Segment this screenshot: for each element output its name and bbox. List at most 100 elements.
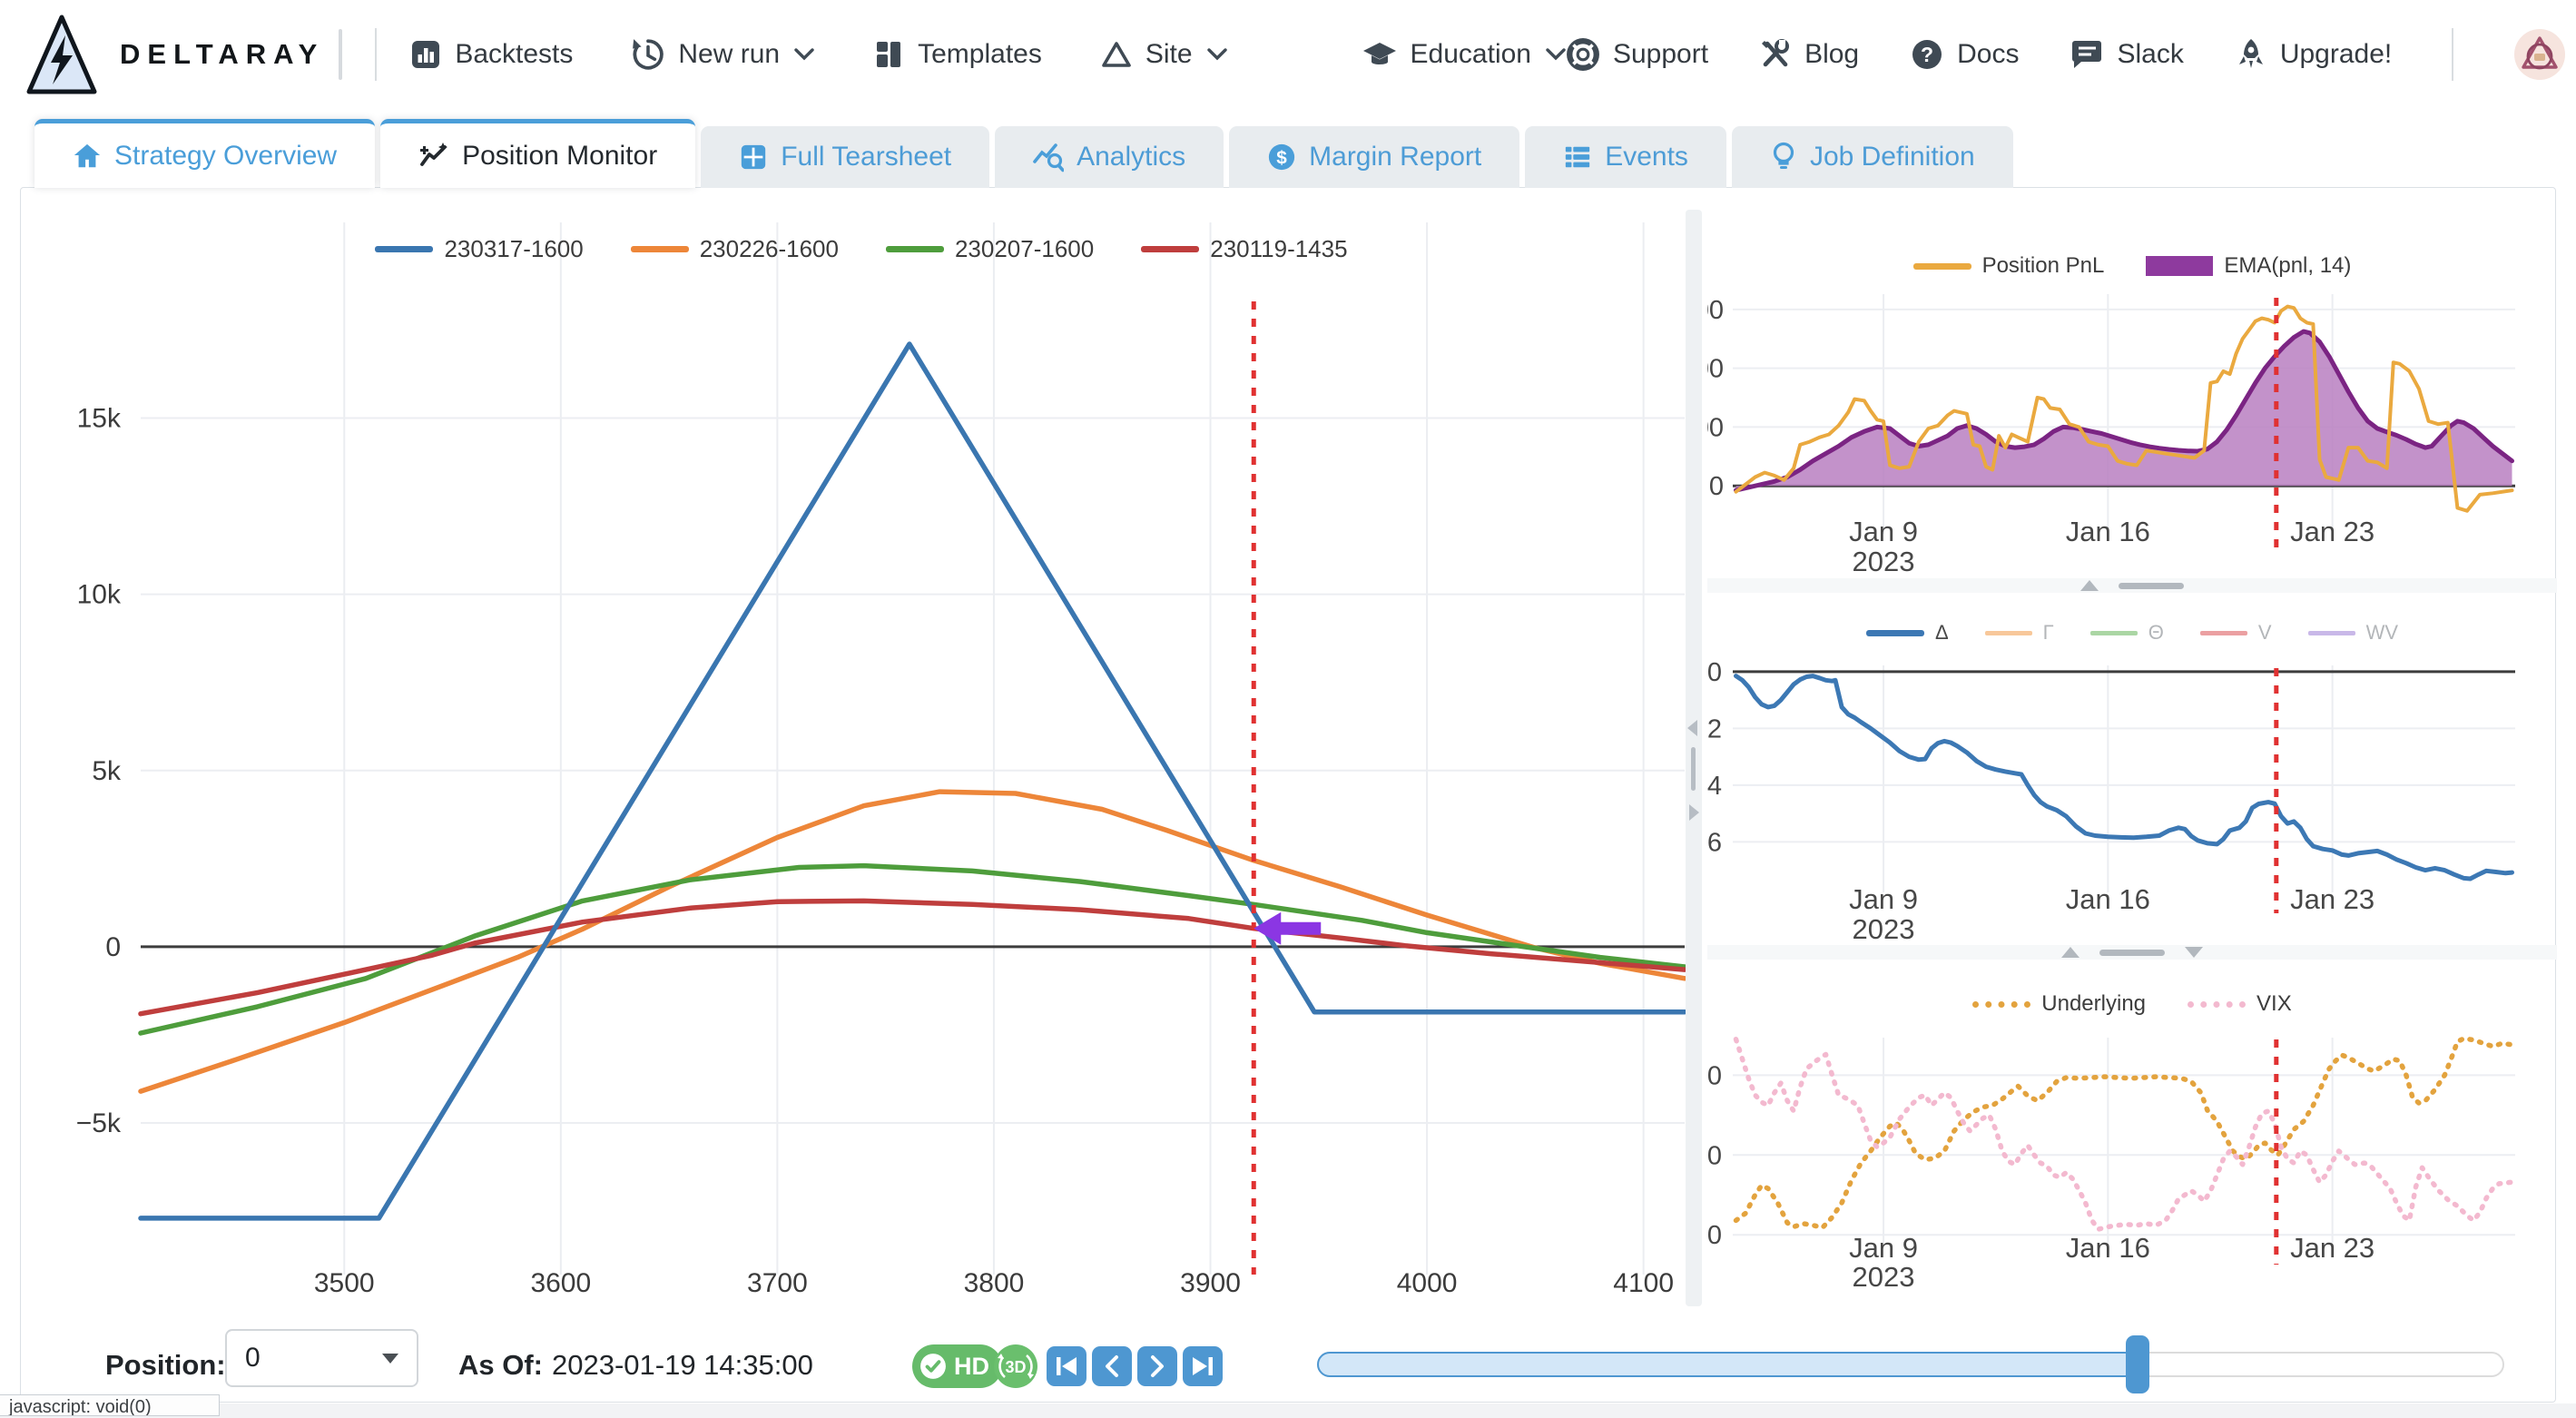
tab-label: Full Tearsheet bbox=[781, 142, 951, 172]
skip-to-start-button[interactable] bbox=[1047, 1346, 1086, 1386]
legend-label: WV bbox=[2366, 621, 2398, 645]
nav-new-run[interactable]: New run bbox=[631, 37, 814, 72]
position-label: Position: bbox=[105, 1349, 226, 1382]
legend-item[interactable]: VIX bbox=[2188, 991, 2292, 1017]
legend-item[interactable]: WV bbox=[2308, 621, 2398, 645]
underlying-vix-chart[interactable]: 400039003800Jan 92023Jan 16Jan 23 bbox=[1707, 963, 2557, 1326]
legend-item[interactable]: Δ bbox=[1866, 621, 1949, 645]
legend-item[interactable]: 230207-1600 bbox=[886, 235, 1094, 263]
svg-text:400: 400 bbox=[1707, 355, 1724, 384]
nav-label: Docs bbox=[1957, 39, 2019, 70]
greeks-legend: Δ Γ Θ V WV bbox=[1707, 621, 2557, 645]
legend-item[interactable]: EMA(pnl, 14) bbox=[2146, 253, 2351, 279]
step-back-button[interactable] bbox=[1092, 1346, 1132, 1386]
horizontal-splitter-1[interactable] bbox=[1707, 578, 2557, 593]
chevron-right-icon bbox=[1149, 1354, 1165, 1378]
payoff-chart[interactable]: 15k10k5k0−5k3500360037003800390040004100 bbox=[37, 215, 1686, 1305]
payoff-legend: 230317-1600 230226-1600 230207-1600 230119-… bbox=[37, 235, 1686, 263]
pnl-chart[interactable]: 6004002000Jan 92023Jan 16Jan 23 bbox=[1707, 232, 2557, 596]
collapse-up-icon[interactable] bbox=[2061, 947, 2079, 958]
bar-chart-icon bbox=[409, 38, 442, 71]
life-ring-icon bbox=[1566, 37, 1600, 72]
legend-swatch bbox=[1972, 1001, 2030, 1008]
greeks-chart[interactable]: 0−2−4−6Jan 92023Jan 16Jan 23 bbox=[1707, 600, 2557, 959]
svg-text:3800: 3800 bbox=[1707, 1221, 1722, 1250]
step-forward-button[interactable] bbox=[1137, 1346, 1177, 1386]
nav-site[interactable]: Site bbox=[1100, 38, 1227, 71]
tab-label: Events bbox=[1605, 142, 1688, 172]
svg-text:Jan 23: Jan 23 bbox=[2290, 883, 2374, 915]
svg-text:3900: 3900 bbox=[1180, 1268, 1241, 1298]
svg-text:4000: 4000 bbox=[1707, 1061, 1722, 1090]
legend-swatch bbox=[2146, 256, 2213, 276]
tab-position-monitor[interactable]: Position Monitor bbox=[380, 119, 695, 188]
legend-label: 230119-1435 bbox=[1210, 235, 1347, 263]
nav-templates[interactable]: Templates bbox=[872, 38, 1042, 71]
tab-label: Position Monitor bbox=[462, 141, 657, 172]
legend-item[interactable]: V bbox=[2200, 621, 2272, 645]
nav-upgrade[interactable]: Upgrade! bbox=[2235, 36, 2392, 73]
list-icon bbox=[1563, 143, 1592, 172]
brand[interactable]: DELTARAY bbox=[24, 12, 324, 97]
slider-handle[interactable] bbox=[2126, 1335, 2149, 1393]
browser-status-bar: javascript: void(0) bbox=[0, 1394, 220, 1416]
page-background-strip bbox=[0, 1403, 2576, 1418]
hd-toggle-button[interactable]: HD bbox=[912, 1344, 1002, 1388]
legend-label: Γ bbox=[2043, 621, 2054, 645]
legend-item[interactable]: 230226-1600 bbox=[631, 235, 839, 263]
legend-item[interactable]: Θ bbox=[2090, 621, 2164, 645]
collapse-up-icon[interactable] bbox=[2080, 580, 2099, 591]
legend-item[interactable]: Γ bbox=[1985, 621, 2054, 645]
legend-item[interactable]: Position PnL bbox=[1913, 253, 2105, 279]
splitter-handle[interactable] bbox=[2119, 583, 2184, 589]
tab-analytics[interactable]: Analytics bbox=[995, 126, 1224, 188]
live-sim-toggle[interactable]: Live Sim bbox=[339, 29, 342, 80]
divider bbox=[2452, 28, 2453, 81]
tab-full-tearsheet[interactable]: Full Tearsheet bbox=[701, 126, 989, 188]
vertical-splitter[interactable] bbox=[1686, 210, 1702, 1306]
mortarboard-icon bbox=[1362, 38, 1398, 71]
skip-to-end-button[interactable] bbox=[1183, 1346, 1223, 1386]
legend-label: 230207-1600 bbox=[955, 235, 1094, 263]
tab-strategy-overview[interactable]: Strategy Overview bbox=[34, 119, 375, 188]
legend-item[interactable]: 230317-1600 bbox=[375, 235, 583, 263]
legend-swatch bbox=[886, 246, 944, 252]
asof-value: 2023-01-19 14:35:00 bbox=[552, 1349, 813, 1381]
position-monitor-icon bbox=[418, 141, 449, 172]
question-circle-icon: ? bbox=[1910, 37, 1944, 72]
legend-label: V bbox=[2258, 621, 2272, 645]
svg-text:2023: 2023 bbox=[1853, 546, 1915, 577]
tools-icon bbox=[1759, 38, 1792, 71]
nav-education[interactable]: Education bbox=[1362, 38, 1566, 71]
nav-backtests[interactable]: Backtests bbox=[409, 38, 573, 71]
chevron-down-icon bbox=[1546, 48, 1566, 61]
nav-blog[interactable]: Blog bbox=[1759, 38, 1859, 71]
legend-label: 230226-1600 bbox=[700, 235, 839, 263]
timeline-slider[interactable] bbox=[1317, 1352, 2504, 1377]
collapse-down-icon[interactable] bbox=[2185, 947, 2203, 958]
nav-docs[interactable]: ? Docs bbox=[1910, 37, 2019, 72]
splitter-handle[interactable] bbox=[1691, 747, 1696, 791]
horizontal-splitter-2[interactable] bbox=[1707, 945, 2557, 960]
legend-item[interactable]: 230119-1435 bbox=[1141, 235, 1347, 263]
collapse-left-icon[interactable] bbox=[1687, 720, 1697, 736]
live-option[interactable]: Live bbox=[340, 31, 342, 78]
position-select[interactable]: 0 bbox=[225, 1329, 418, 1387]
nav-support[interactable]: Support bbox=[1566, 37, 1708, 72]
collapse-right-icon[interactable] bbox=[1689, 804, 1699, 821]
legend-label: Position PnL bbox=[1982, 253, 2105, 279]
tab-job-definition[interactable]: Job Definition bbox=[1732, 126, 2013, 188]
legend-swatch bbox=[2200, 631, 2247, 635]
avatar[interactable] bbox=[2513, 28, 2566, 81]
tab-margin-report[interactable]: $ Margin Report bbox=[1229, 126, 1519, 188]
svg-text:$: $ bbox=[1276, 148, 1287, 169]
3d-view-button[interactable]: 3D bbox=[994, 1344, 1037, 1388]
legend-item[interactable]: Underlying bbox=[1972, 991, 2146, 1017]
splitter-handle[interactable] bbox=[2099, 950, 2165, 956]
svg-text:Jan 9: Jan 9 bbox=[1849, 1232, 1918, 1264]
skip-end-icon bbox=[1191, 1355, 1214, 1377]
nav-slack[interactable]: Slack bbox=[2070, 37, 2183, 72]
tab-events[interactable]: Events bbox=[1525, 126, 1726, 188]
brand-name: DELTARAY bbox=[120, 38, 324, 71]
nav-label: Education bbox=[1411, 39, 1531, 70]
